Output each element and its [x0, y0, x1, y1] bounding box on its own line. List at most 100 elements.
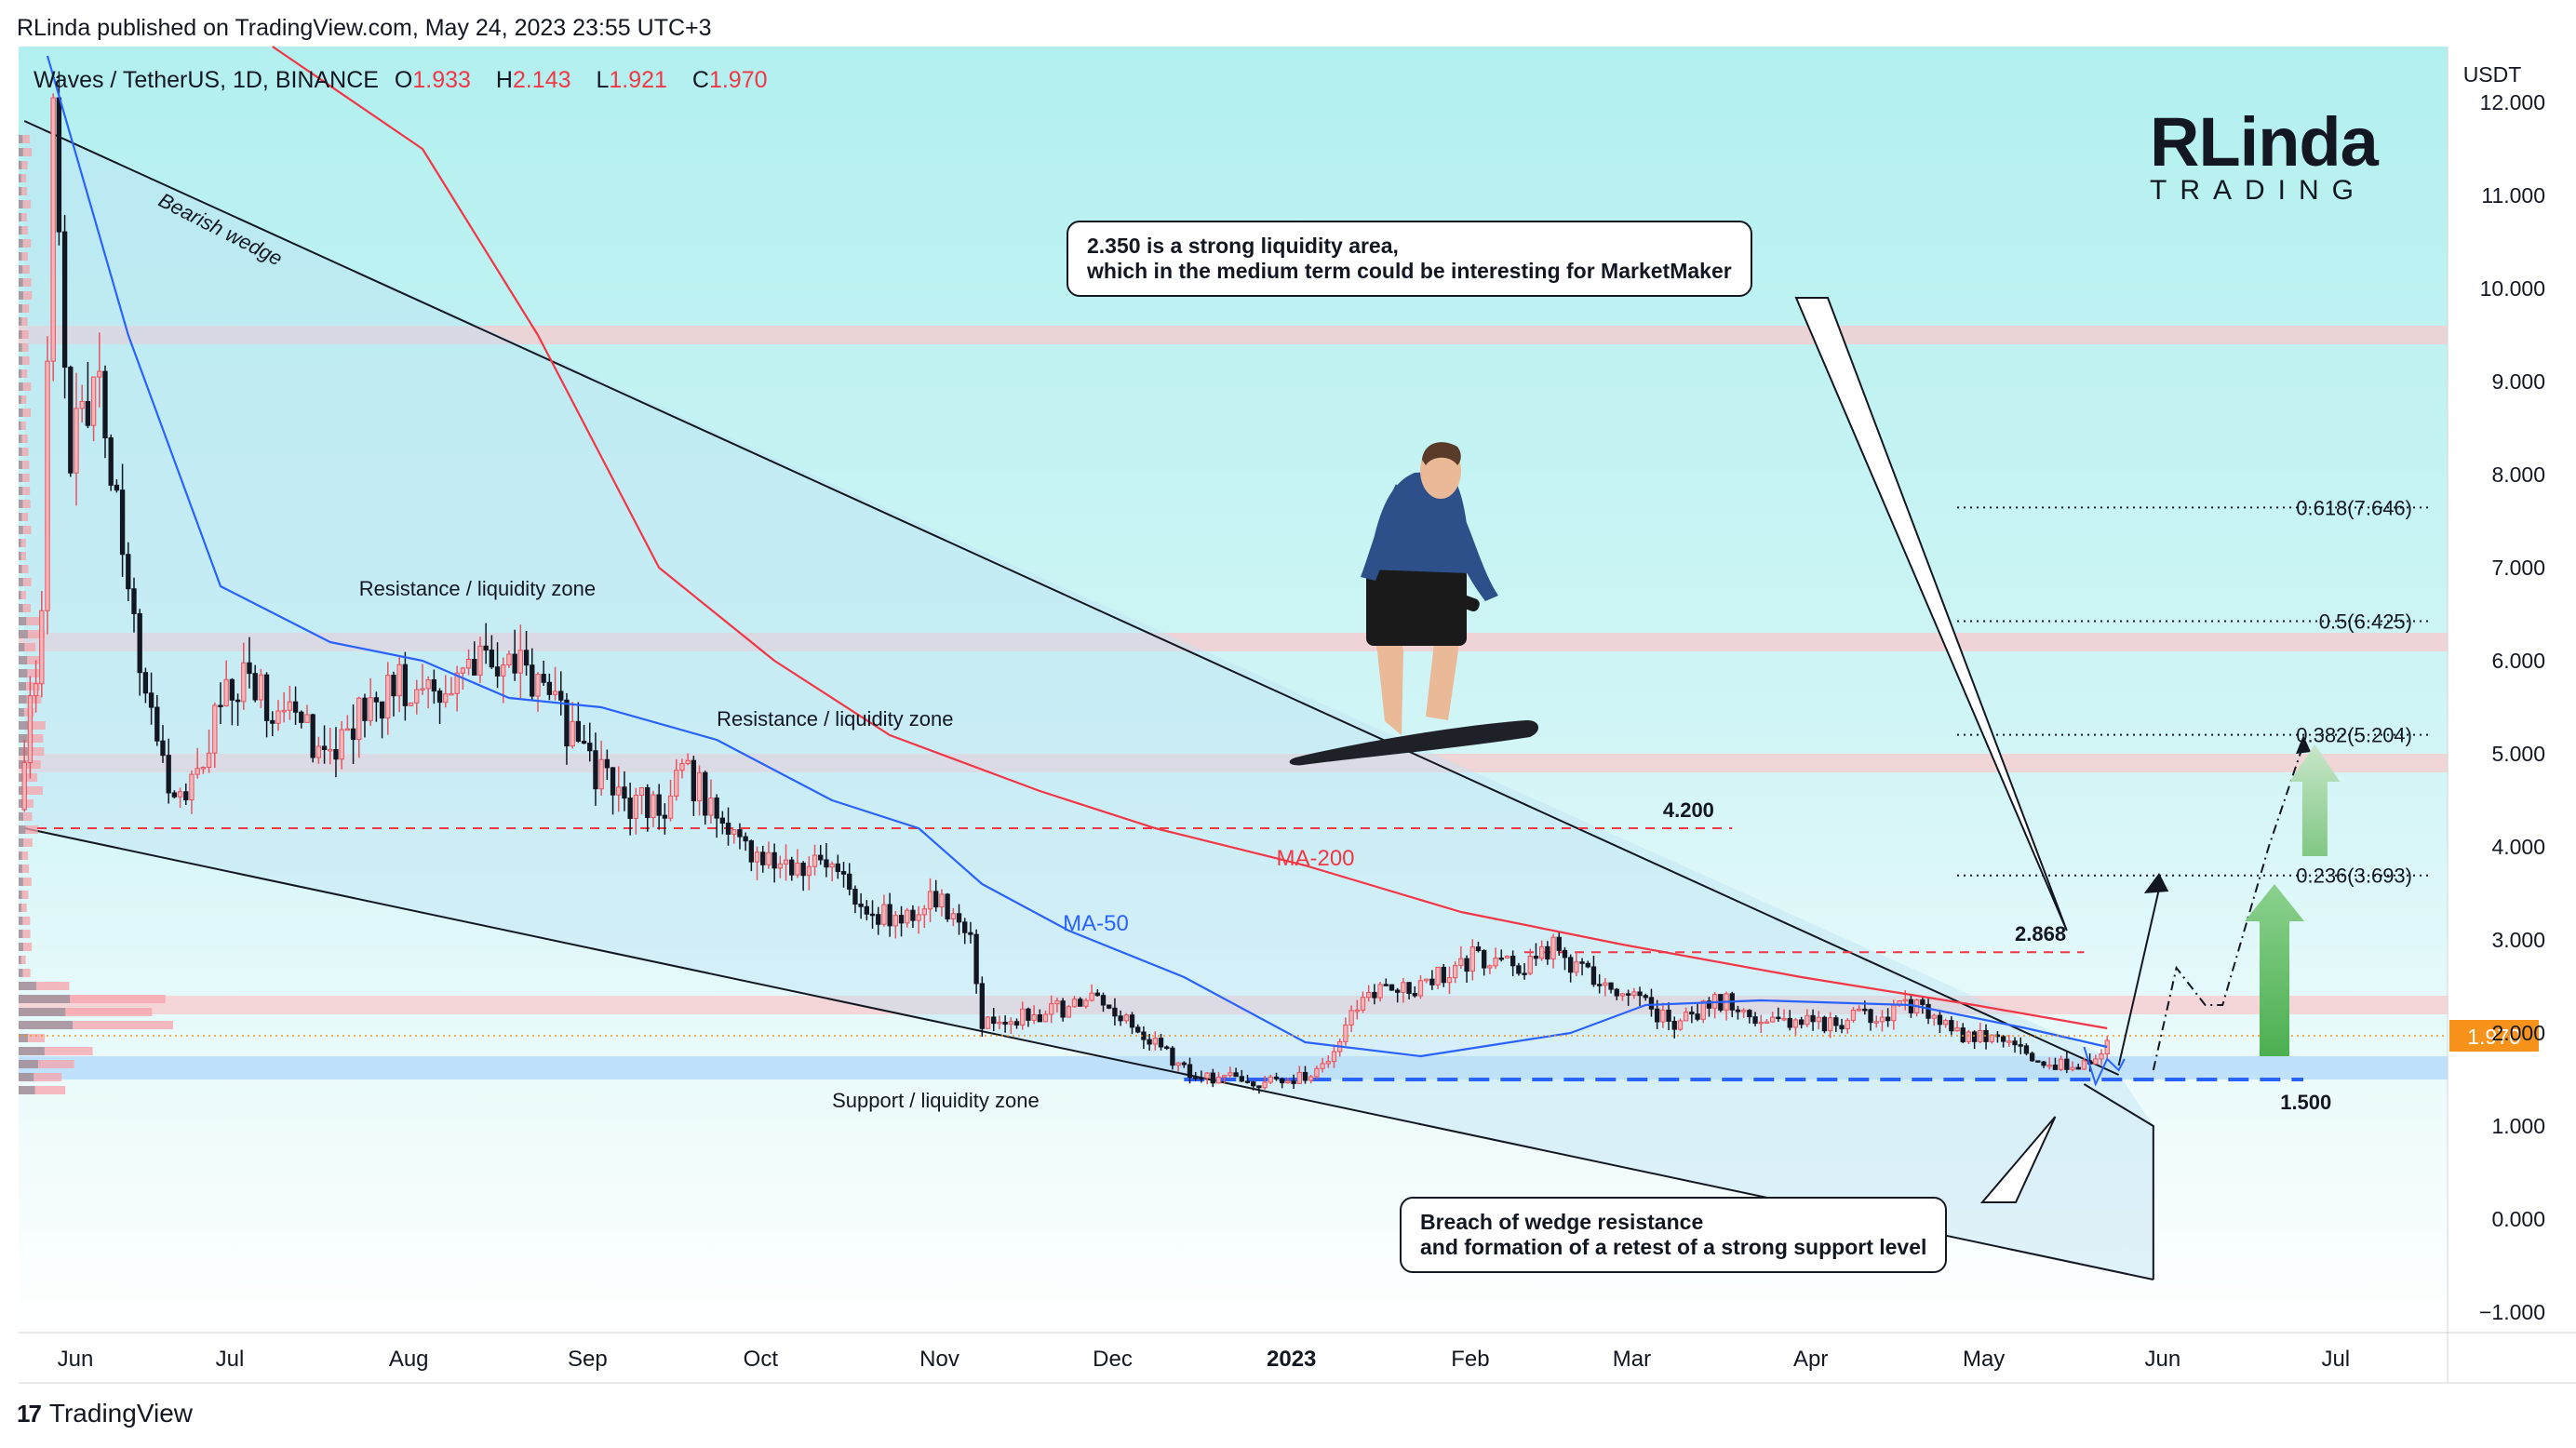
legend-close-label: C: [691, 67, 709, 93]
candle-body: [1550, 936, 1556, 960]
candle-body: [1689, 1012, 1695, 1015]
candle-body: [1193, 1077, 1199, 1079]
candle-body: [1747, 1010, 1752, 1018]
volume-profile-bar: [19, 643, 36, 651]
candle-body: [148, 692, 154, 708]
candle-body: [950, 913, 956, 919]
candle-body: [1942, 1020, 1949, 1026]
candle-body: [1215, 1076, 1222, 1084]
volume-profile-bar-dark: [19, 669, 28, 677]
candle-body: [396, 664, 402, 697]
candle-body: [869, 913, 876, 917]
candle-body: [847, 873, 852, 891]
volume-profile-bar: [19, 148, 32, 156]
x-tick-label: Mar: [1613, 1347, 1651, 1372]
candle-body: [1123, 1014, 1129, 1022]
candle-body: [1821, 1016, 1828, 1032]
volume-profile-bar-dark: [19, 812, 24, 821]
candle-body: [824, 859, 829, 868]
volume-profile-bar: [19, 317, 28, 326]
candle-body: [460, 667, 466, 674]
volume-profile-bar-dark: [19, 1086, 35, 1094]
candle-body: [1089, 992, 1094, 1001]
candle-body: [783, 859, 789, 865]
candle-body: [575, 720, 582, 743]
candle-body: [945, 893, 950, 919]
candle-body: [1902, 999, 1908, 1002]
candle-body: [333, 748, 339, 760]
candle-body: [1879, 1016, 1885, 1023]
volume-profile-bar: [19, 878, 32, 886]
volume-profile-bar: [19, 969, 31, 977]
level-label-1: 2.868: [2015, 922, 2066, 945]
volume-profile-bar-dark: [19, 369, 22, 378]
candle-body: [1787, 1017, 1792, 1028]
candle-body: [1037, 1014, 1042, 1023]
candle-body: [898, 915, 905, 924]
legend-open-label: O: [394, 67, 413, 93]
candle-body: [1054, 1000, 1060, 1005]
volume-profile-bar: [19, 669, 44, 677]
tradingview-brand: TradingView: [48, 1399, 194, 1428]
candle-body: [315, 745, 322, 758]
candle-body: [1280, 1078, 1285, 1084]
volume-profile-bar: [19, 904, 27, 912]
candle-body: [1469, 946, 1475, 972]
fib-label-1: 0.5(6.425): [2319, 610, 2412, 634]
volume-profile-bar-dark: [19, 982, 37, 990]
candle-body: [2058, 1058, 2064, 1070]
candle-body: [1954, 1027, 1960, 1032]
candle-body: [1637, 991, 1643, 997]
legend-low: L1.921: [596, 67, 676, 93]
volume-profile-bar-dark: [19, 799, 24, 808]
candle-body: [1522, 972, 1527, 975]
candle-body: [344, 728, 351, 731]
volume-profile-bar: [19, 1047, 93, 1055]
volume-profile-bar-dark: [19, 656, 28, 664]
volume-profile-bar-dark: [19, 591, 21, 599]
forecast-arrowhead: [2296, 735, 2312, 754]
candle-body: [1590, 966, 1597, 985]
fib-label-2: 0.382(5.204): [2296, 724, 2412, 747]
volume-profile-bar: [19, 474, 30, 482]
candle-body: [570, 720, 575, 747]
callout-breach-line-1: Breach of wedge resistance: [1420, 1210, 1704, 1234]
volume-profile-bar: [19, 356, 30, 365]
candle-body: [1389, 984, 1395, 991]
candle-body: [449, 692, 454, 696]
y-tick-label: −1.000: [2479, 1300, 2545, 1324]
x-tick-label: Oct: [744, 1347, 779, 1372]
candle-body: [489, 650, 495, 668]
candle-body: [876, 914, 881, 925]
candle-body: [604, 758, 610, 769]
candle-body: [1677, 1020, 1684, 1030]
current-price-badge: [2449, 1020, 2539, 1052]
candle-body: [1002, 1021, 1008, 1025]
candle-body: [1331, 1051, 1337, 1063]
candle-body: [558, 690, 564, 701]
candle-body: [691, 759, 697, 802]
candle-body: [472, 659, 477, 676]
green-target-arrow-2: [2289, 744, 2341, 856]
ma200-line: [272, 46, 2108, 1030]
candle-body: [1424, 978, 1429, 982]
published-by-text: RLinda published on TradingView.com, May…: [17, 15, 712, 41]
volume-profile-bar-dark: [19, 773, 26, 782]
volume-profile-bar: [19, 200, 31, 208]
candle-body: [864, 905, 870, 915]
candle-body: [933, 891, 939, 908]
candle-body: [477, 645, 483, 676]
candle-body: [1366, 991, 1372, 999]
candle-body: [968, 932, 973, 935]
candle-body: [1406, 982, 1412, 994]
volume-profile-bar-dark: [19, 330, 22, 339]
candle-body: [610, 767, 616, 796]
candle-body: [1348, 1010, 1354, 1026]
candle-body: [310, 714, 315, 758]
candle-body: [1273, 1076, 1280, 1079]
candle-body: [806, 865, 812, 877]
volume-profile-bar: [19, 995, 166, 1003]
volume-profile-bar: [19, 174, 27, 182]
volume-profile-bar: [19, 539, 26, 547]
